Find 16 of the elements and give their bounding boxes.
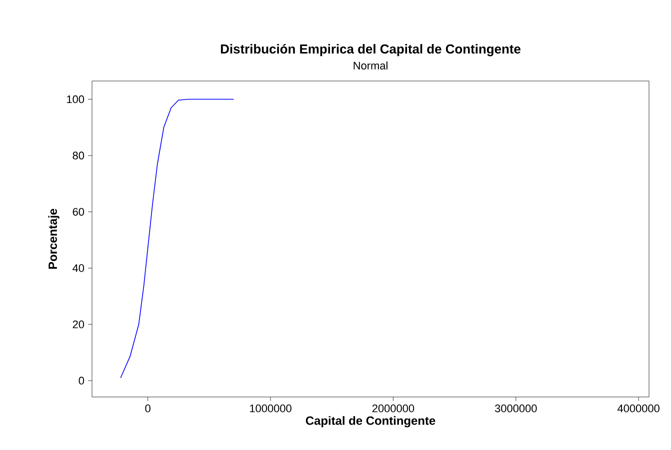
x-tick-label: 1000000 (250, 404, 292, 412)
chart-subtitle: Normal (354, 61, 388, 70)
x-tick-label: 2000000 (372, 404, 414, 412)
y-tick-label: 80 (72, 152, 84, 160)
x-tick-label: 0 (145, 404, 150, 412)
line-series (120, 98, 234, 378)
y-tick-label: 40 (72, 264, 84, 272)
chart-title: Distribución Empirica del Capital de Contingente (220, 44, 520, 56)
y-axis-title: Porcentaje (48, 208, 60, 269)
y-tick-label: 100 (67, 95, 84, 104)
y-tick-label: 20 (72, 320, 84, 328)
y-tick-label: 0 (78, 376, 84, 385)
x-tick-label: 3000000 (494, 404, 537, 412)
y-tick-label: 60 (72, 208, 84, 216)
x-axis-title: Capital de Contingente (306, 416, 436, 428)
x-tick-label: 4000000 (618, 404, 660, 412)
